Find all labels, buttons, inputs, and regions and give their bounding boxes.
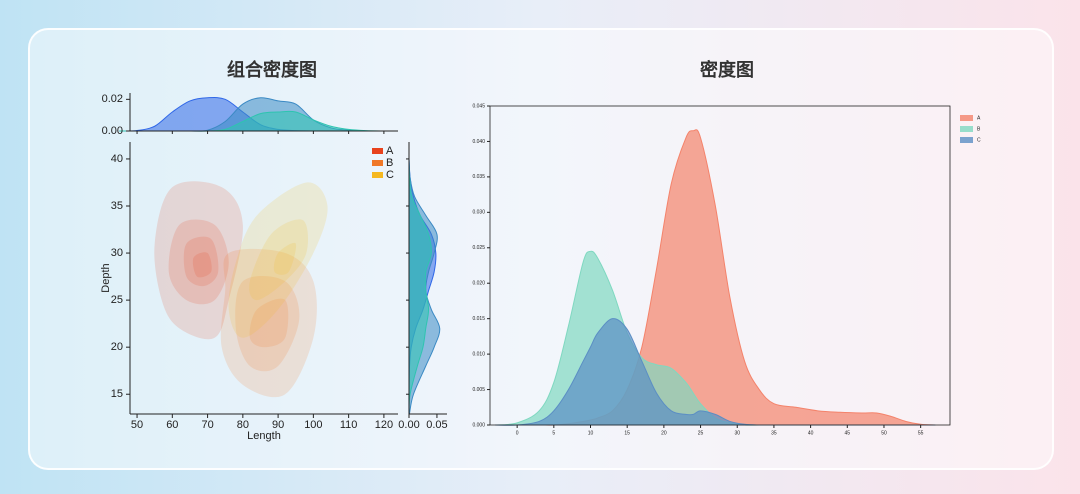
legend-label: A <box>386 145 394 157</box>
legend-swatch <box>960 126 973 132</box>
x-axis-label: Length <box>247 430 281 442</box>
x-tick-label: 55 <box>918 430 924 436</box>
contour <box>235 275 300 372</box>
x-tick-label: 100 <box>304 419 322 431</box>
contour <box>249 219 309 301</box>
x-tick-label: 40 <box>808 430 814 436</box>
x-tick-label: 50 <box>881 430 887 436</box>
contour <box>154 181 243 340</box>
y-axis-label: Depth <box>100 263 112 292</box>
y-tick-label: 0.015 <box>472 316 485 322</box>
contour <box>168 219 229 305</box>
contour <box>228 182 328 338</box>
legend-label: B <box>977 126 981 132</box>
legend-label: C <box>977 137 981 143</box>
y-tick-label: 0.005 <box>472 387 485 393</box>
legend-swatch <box>372 148 383 154</box>
y-tick-label: 30 <box>111 247 123 259</box>
y-tick-label: 0.040 <box>472 139 485 145</box>
y-tick-label: 40 <box>111 153 123 165</box>
legend-swatch <box>372 160 383 166</box>
y-tick-label: 25 <box>111 294 123 306</box>
contour <box>183 236 219 287</box>
y-tick-label: 0.020 <box>472 281 485 287</box>
y-tick-label: 20 <box>111 341 123 353</box>
contour <box>220 248 317 398</box>
legend-label: B <box>386 157 393 169</box>
x-tick-label: 5 <box>552 430 555 436</box>
legend-label: A <box>977 115 981 121</box>
chart-title: 密度图 <box>700 59 754 81</box>
y-tick-label: 35 <box>111 200 123 212</box>
x-tick-label: 25 <box>698 430 704 436</box>
x-tick-label: 90 <box>272 419 284 431</box>
y-tick-label: 0.000 <box>472 422 485 428</box>
y-tick-label: 0.00 <box>102 125 123 137</box>
y-tick-label: 0.010 <box>472 351 485 357</box>
chart-title: 组合密度图 <box>227 59 317 81</box>
plot-frame <box>489 105 951 426</box>
x-tick-label: 0.05 <box>426 419 447 431</box>
density-area <box>408 158 432 414</box>
x-tick-label: 30 <box>734 430 740 436</box>
x-tick-label: 35 <box>771 430 777 436</box>
x-tick-label: 10 <box>588 430 594 436</box>
x-tick-label: 20 <box>661 430 667 436</box>
y-tick-label: 0.030 <box>472 210 485 216</box>
y-tick-label: 0.02 <box>102 93 123 105</box>
x-tick-label: 60 <box>166 419 178 431</box>
y-tick-label: 0.045 <box>472 103 485 109</box>
legend-swatch <box>372 172 383 178</box>
x-tick-label: 120 <box>375 419 393 431</box>
x-tick-label: 50 <box>131 419 143 431</box>
legend-swatch <box>960 137 973 143</box>
x-tick-label: 15 <box>624 430 630 436</box>
x-tick-label: 0.00 <box>398 419 419 431</box>
x-tick-label: 70 <box>201 419 213 431</box>
legend-label: C <box>386 169 394 181</box>
x-tick-label: 45 <box>845 430 851 436</box>
y-tick-label: 0.025 <box>472 245 485 251</box>
x-tick-label: 0 <box>516 430 519 436</box>
legend-swatch <box>960 115 973 121</box>
x-tick-label: 110 <box>340 419 358 431</box>
contour <box>273 242 297 275</box>
x-tick-label: 80 <box>237 419 249 431</box>
contour <box>192 252 212 278</box>
y-tick-label: 15 <box>111 388 123 400</box>
y-tick-label: 0.035 <box>472 174 485 180</box>
contour <box>249 298 289 348</box>
